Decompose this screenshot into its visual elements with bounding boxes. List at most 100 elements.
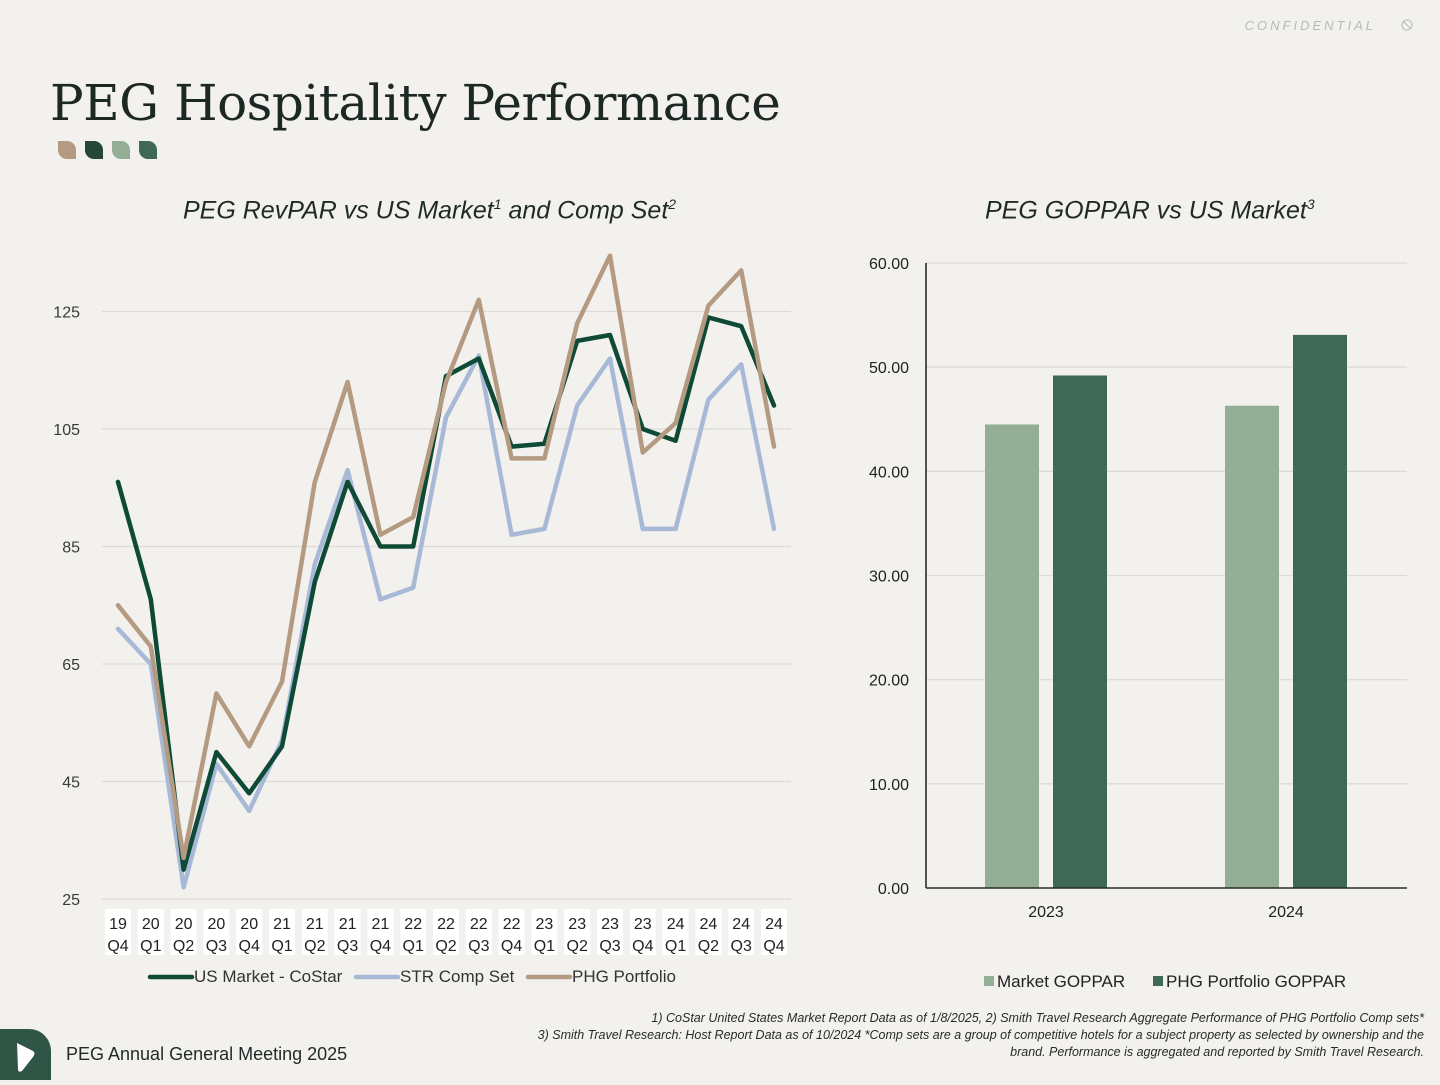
x-tick-bg <box>334 909 361 955</box>
x-tick-bg <box>728 909 755 955</box>
brand-badge <box>0 1029 51 1080</box>
footnote-line-2: 3) Smith Travel Research: Host Report Da… <box>537 1028 1424 1059</box>
x-tick-year: 22 <box>437 916 455 933</box>
legend-label: PHG Portfolio <box>572 967 676 986</box>
x-tick-quarter: Q2 <box>698 938 719 955</box>
x-tick-quarter: Q1 <box>403 938 424 955</box>
x-tick-quarter: Q1 <box>271 938 292 955</box>
x-tick-year: 24 <box>765 916 783 933</box>
x-tick-year: 21 <box>306 916 324 933</box>
y-tick-label: 30.00 <box>869 569 909 586</box>
legend-swatch <box>984 976 994 986</box>
x-tick-bg <box>301 909 328 955</box>
bar-chart-title-text: PEG GOPPAR vs US Market <box>985 196 1307 225</box>
x-tick-quarter: Q4 <box>763 938 784 955</box>
x-tick-year: 21 <box>372 916 390 933</box>
x-tick-quarter: Q3 <box>337 938 358 955</box>
x-tick-bg <box>400 909 427 955</box>
x-tick-quarter: Q4 <box>239 938 260 955</box>
x-tick-bg <box>629 909 656 955</box>
x-tick-year: 20 <box>208 916 226 933</box>
footnote-marker-1: 1 <box>493 196 502 212</box>
confidential-icon <box>1401 19 1413 31</box>
line-chart-title: PEG RevPAR vs US Market1 and Comp Set2 <box>183 196 676 225</box>
x-tick-quarter: Q4 <box>370 938 391 955</box>
x-tick-bg <box>597 909 623 955</box>
x-tick-label: 2024 <box>1268 904 1304 921</box>
x-tick-bg <box>531 909 558 955</box>
y-tick-label: 65 <box>62 657 80 674</box>
leaf-logo-icon <box>17 1043 35 1072</box>
x-tick-year: 24 <box>732 916 750 933</box>
legend-label: PHG Portfolio GOPPAR <box>1166 972 1346 991</box>
series-line-phg-portfolio <box>115 253 777 861</box>
page-title: PEG Hospitality Performance <box>50 74 781 132</box>
leaf-icon <box>85 141 103 159</box>
x-tick-quarter: Q2 <box>435 938 456 955</box>
x-tick-quarter: Q2 <box>567 938 588 955</box>
legend-label: Market GOPPAR <box>997 972 1125 991</box>
x-tick-year: 24 <box>700 916 718 933</box>
x-tick-year: 20 <box>175 916 193 933</box>
x-tick-quarter: Q2 <box>173 938 194 955</box>
meeting-label: PEG Annual General Meeting 2025 <box>66 1044 348 1064</box>
x-tick-quarter: Q4 <box>632 938 653 955</box>
leaf-icon <box>112 141 130 159</box>
x-tick-bg <box>137 909 164 955</box>
x-tick-bg <box>564 909 591 955</box>
bar-chart-title: PEG GOPPAR vs US Market3 <box>985 196 1315 225</box>
x-tick-bg <box>662 909 689 955</box>
x-tick-bg <box>203 909 230 955</box>
x-tick-bg <box>433 909 459 955</box>
x-tick-label: 2023 <box>1028 904 1064 921</box>
x-tick-year: 22 <box>470 916 488 933</box>
x-tick-year: 24 <box>667 916 685 933</box>
bar-phg-portfolio-goppar-2023 <box>1053 375 1107 888</box>
series-line-str-comp-set <box>115 353 777 890</box>
y-tick-label: 45 <box>62 775 80 792</box>
confidential-label: CONFIDENTIAL <box>1244 18 1376 33</box>
footnote-marker-3: 3 <box>1306 196 1315 212</box>
x-tick-bg <box>465 909 492 955</box>
x-tick-bg <box>269 909 295 955</box>
bar-phg-portfolio-goppar-2024 <box>1293 334 1347 888</box>
footnotes: 1) CoStar United States Market Report Da… <box>524 1010 1424 1061</box>
bar-market-goppar-2023 <box>985 424 1039 888</box>
leaf-icon <box>58 141 76 159</box>
footnote-marker-2: 2 <box>668 196 677 212</box>
x-tick-year: 20 <box>240 916 258 933</box>
x-tick-year: 23 <box>568 916 586 933</box>
x-tick-bg <box>236 909 263 955</box>
y-tick-label: 105 <box>53 422 80 439</box>
y-tick-label: 60.00 <box>869 256 909 273</box>
legend-label: STR Comp Set <box>400 967 515 986</box>
x-tick-bg <box>170 909 197 955</box>
x-tick-quarter: Q4 <box>501 938 522 955</box>
legend-swatch <box>1153 976 1163 986</box>
legend-label: US Market - CoStar <box>194 967 343 986</box>
x-tick-quarter: Q3 <box>468 938 489 955</box>
x-tick-year: 22 <box>503 916 521 933</box>
x-tick-quarter: Q1 <box>665 938 686 955</box>
x-tick-quarter: Q3 <box>731 938 752 955</box>
x-tick-year: 22 <box>404 916 422 933</box>
line-chart-title-mid: and Comp Set <box>501 196 669 225</box>
series-line-us-market-costar <box>115 315 777 872</box>
leaf-icon <box>139 141 157 159</box>
x-tick-quarter: Q1 <box>534 938 555 955</box>
goppar-bar-chart: 0.00 10.00 20.00 30.00 40.00 50.00 60.00 2023 20… <box>869 256 1407 991</box>
x-tick-quarter: Q3 <box>206 938 227 955</box>
x-tick-bg <box>105 909 131 955</box>
x-tick-year: 23 <box>536 916 554 933</box>
x-tick-quarter: Q4 <box>107 938 128 955</box>
line-chart-title-text: PEG RevPAR vs US Market <box>183 196 494 225</box>
y-tick-label: 40.00 <box>869 464 909 481</box>
x-tick-year: 21 <box>339 916 357 933</box>
x-tick-quarter: Q3 <box>599 938 620 955</box>
footnote-line-1: 1) CoStar United States Market Report Da… <box>651 1011 1424 1025</box>
x-tick-year: 21 <box>273 916 291 933</box>
x-tick-year: 19 <box>109 916 127 933</box>
y-tick-label: 10.00 <box>869 777 909 794</box>
x-tick-quarter: Q1 <box>140 938 161 955</box>
x-tick-year: 23 <box>634 916 652 933</box>
